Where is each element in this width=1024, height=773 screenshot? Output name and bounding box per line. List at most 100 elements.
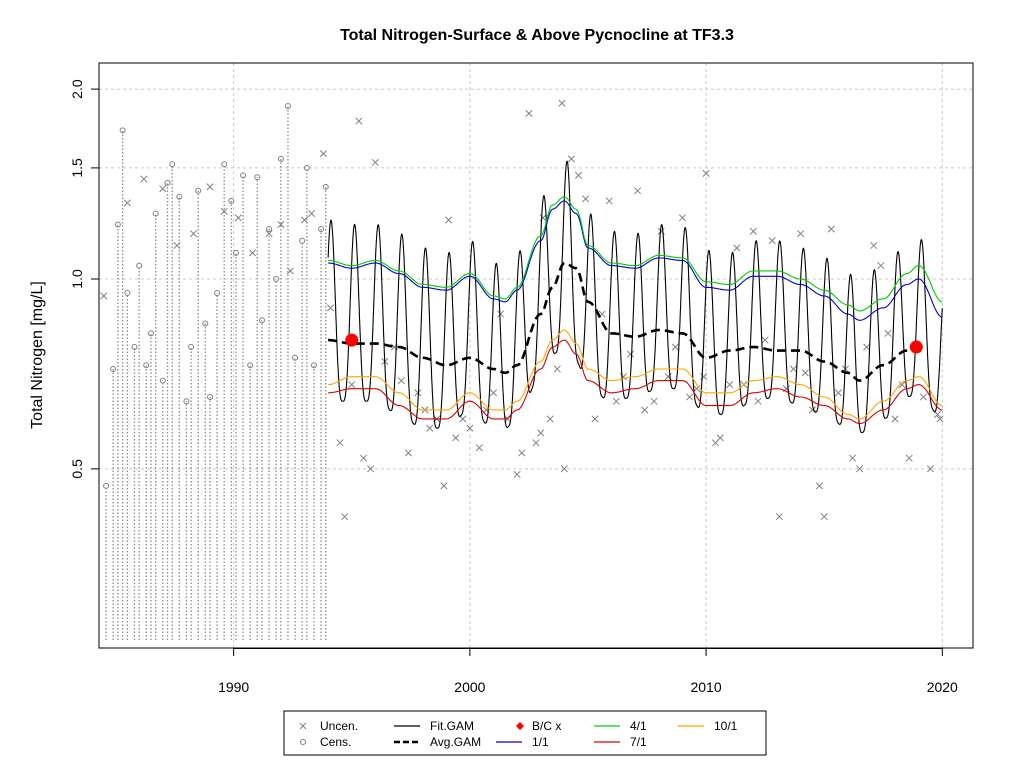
censored-point: [103, 482, 110, 489]
uncensored-point: [702, 169, 710, 178]
uncensored-point: [678, 214, 687, 222]
censored-point: [214, 290, 221, 297]
uncensored-point: [877, 262, 885, 270]
legend-box: [283, 710, 767, 756]
censored-point: [195, 187, 202, 194]
uncensored-point: [848, 454, 857, 462]
uncensored-point: [591, 415, 599, 423]
x-axis: 1990 2000 2010 2020: [218, 648, 958, 695]
censored-point: [240, 172, 247, 179]
uncensored-point: [100, 292, 108, 300]
legend: Uncen. Cens. Fit.GAM Avg.GAM B/C x 1/1 4/1 7/1 1…: [283, 710, 767, 756]
uncensored-point: [248, 249, 257, 257]
uncensored-point: [497, 310, 505, 318]
uncensored-point: [626, 350, 635, 358]
uncensored-point: [189, 230, 198, 238]
uncensored-point: [789, 365, 798, 373]
uncensored-point: [820, 513, 828, 521]
uncensored-point: [360, 454, 368, 462]
legend-cens-label: Cens.: [320, 735, 351, 749]
uncensored-point: [326, 304, 335, 312]
uncensored-point: [159, 185, 167, 193]
gam-lines: [327, 160, 943, 434]
uncensored-point: [905, 454, 913, 462]
uncensored-point: [553, 365, 561, 373]
censored-point: [277, 155, 284, 162]
uncensored-point: [716, 434, 724, 442]
series-line-41: [328, 196, 943, 312]
legend-bcx-label: B/C x: [532, 719, 561, 733]
legend-cens-symbol: [300, 739, 306, 745]
x-tick-label: 2020: [927, 679, 958, 695]
uncensored-point: [234, 214, 242, 222]
uncensored-point: [308, 209, 316, 218]
censored-point: [136, 262, 143, 269]
censored-point: [188, 344, 195, 351]
uncensored-point: [605, 197, 613, 205]
censored-point: [318, 226, 325, 233]
uncensored-point: [537, 429, 545, 437]
censored-point: [110, 365, 117, 372]
uncensored-point: [685, 393, 694, 401]
uncensored-point: [426, 424, 434, 432]
uncensored-point: [891, 415, 899, 423]
censored-point: [131, 344, 138, 351]
uncensored-point: [919, 393, 927, 401]
uncensored-point: [671, 343, 679, 351]
uncensored-point: [404, 449, 412, 457]
legend-avggam-label: Avg.GAM: [430, 735, 481, 749]
censored-point: [119, 127, 126, 134]
legend-uncen-label: Uncen.: [320, 719, 358, 733]
uncensored-point: [726, 381, 734, 389]
uncensored-point: [300, 216, 309, 224]
uncensored-point: [532, 439, 540, 447]
y-tick-label: 2.0: [69, 79, 85, 99]
legend-bcx-symbol: [516, 722, 524, 730]
censored-point: [207, 393, 214, 400]
uncensored-point: [206, 183, 214, 191]
uncensored-point: [834, 389, 842, 397]
legend-101-label: 10/1: [714, 719, 738, 733]
uncensored-point: [452, 434, 460, 442]
uncensored-point: [926, 465, 935, 473]
uncensored-point: [265, 230, 273, 238]
uncensored-point: [546, 415, 554, 423]
uncensored-point: [775, 513, 783, 521]
uncensored-point: [582, 195, 590, 203]
uncensored-point: [856, 465, 864, 473]
uncensored-point: [801, 369, 809, 377]
uncensored-point: [341, 513, 349, 521]
censored-point: [164, 179, 171, 186]
censored-point: [247, 362, 254, 369]
uncensored-point: [863, 343, 871, 351]
bc-point: [909, 340, 923, 354]
uncensored-point: [634, 187, 642, 195]
uncensored-point: [558, 99, 566, 107]
uncensored-point: [445, 216, 453, 224]
y-tick-label: 1.5: [69, 158, 85, 178]
uncensored-point: [513, 470, 521, 478]
y-tick-label-group: 1.5: [69, 158, 85, 178]
uncensored-point: [277, 220, 285, 229]
x-tick-label: 2000: [454, 679, 485, 695]
uncensored-point: [934, 410, 942, 418]
censored-point: [159, 377, 166, 384]
censored-point: [169, 161, 176, 168]
censored-point: [152, 210, 159, 217]
y-tick-label: 1.0: [69, 269, 85, 289]
uncensored-point: [367, 465, 375, 473]
y-axis-label: Total Nitrogen [mg/L]: [29, 281, 46, 429]
uncensored-point: [123, 199, 131, 207]
uncensored-point: [355, 117, 363, 125]
uncensored-point: [371, 158, 379, 167]
uncensored-point: [827, 225, 835, 233]
uncensored-point: [650, 397, 658, 405]
y-tick-label: 0.5: [69, 459, 85, 479]
uncensored-point: [754, 397, 762, 405]
uncensored-point: [797, 230, 805, 238]
series-line-avggam: [328, 261, 919, 382]
censored-point: [114, 221, 121, 228]
y-axis: 0.5 1.0 1.5 2.0: [69, 79, 99, 479]
